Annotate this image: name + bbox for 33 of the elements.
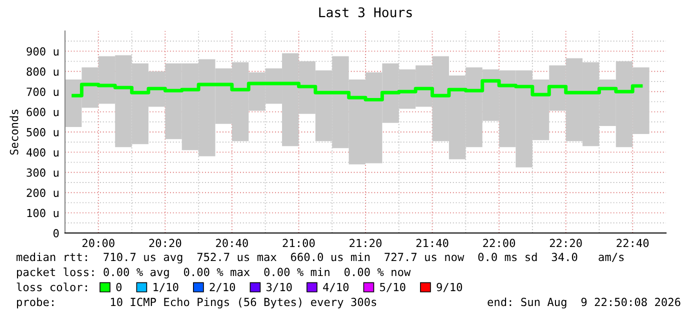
y-tick-label: 100 u <box>27 208 58 218</box>
text: packet loss: 0.00 % avg 0.00 % max 0.00 % min 0.00 % now <box>17 268 411 278</box>
x-tick-label: 21:20 <box>350 238 382 248</box>
y-tick-label: 500 u <box>26 128 58 136</box>
y-tick-label: 800 u <box>26 67 58 76</box>
x-tick-label: 21:40 <box>416 238 448 248</box>
y-tick-label: 300 u <box>26 168 58 177</box>
x-tick-label: 22:20 <box>550 238 582 248</box>
y-tick-label: 200 u <box>26 188 58 198</box>
y-axis-title: Seconds <box>10 110 18 155</box>
x-tick-label: 20:20 <box>149 238 182 248</box>
legend-label: 4/10 <box>323 282 349 292</box>
x-tick-label: 22:40 <box>616 238 649 248</box>
x-tick-label: 20:00 <box>82 238 114 248</box>
chart-title: Last 3 Hours <box>319 7 412 18</box>
y-tick-label: 600 u <box>26 108 58 116</box>
x-tick-label: 21:00 <box>282 238 315 248</box>
legend-label: 9/10 <box>436 282 462 292</box>
legend-label: 0 <box>116 282 122 292</box>
x-tick-label: 22:00 <box>483 238 516 248</box>
y-tick-label: 0 <box>53 229 59 238</box>
legend-title: loss color: <box>16 282 87 292</box>
legend-label: 1/10 <box>154 282 178 292</box>
legend-label: 3/10 <box>266 282 292 292</box>
y-tick-label: 700 u <box>26 88 58 96</box>
text: median rtt: 710.7 us avg 752.7 us max 660.0 us min 727.7 us now 0.0 ms sd 34.0 am/s <box>16 252 624 264</box>
y-tick-label: 400 u <box>26 148 58 157</box>
legend-label: 2/10 <box>210 282 236 292</box>
text: probe: 10 ICMP Echo Pings (56 Bytes) every 300s <box>17 298 376 308</box>
legend-label: 5/10 <box>380 282 406 292</box>
x-tick-label: 20:40 <box>216 238 248 248</box>
text: end: Sun Aug 9 22:50:08 2026 <box>488 298 680 308</box>
y-tick-label: 900 u <box>26 47 58 56</box>
